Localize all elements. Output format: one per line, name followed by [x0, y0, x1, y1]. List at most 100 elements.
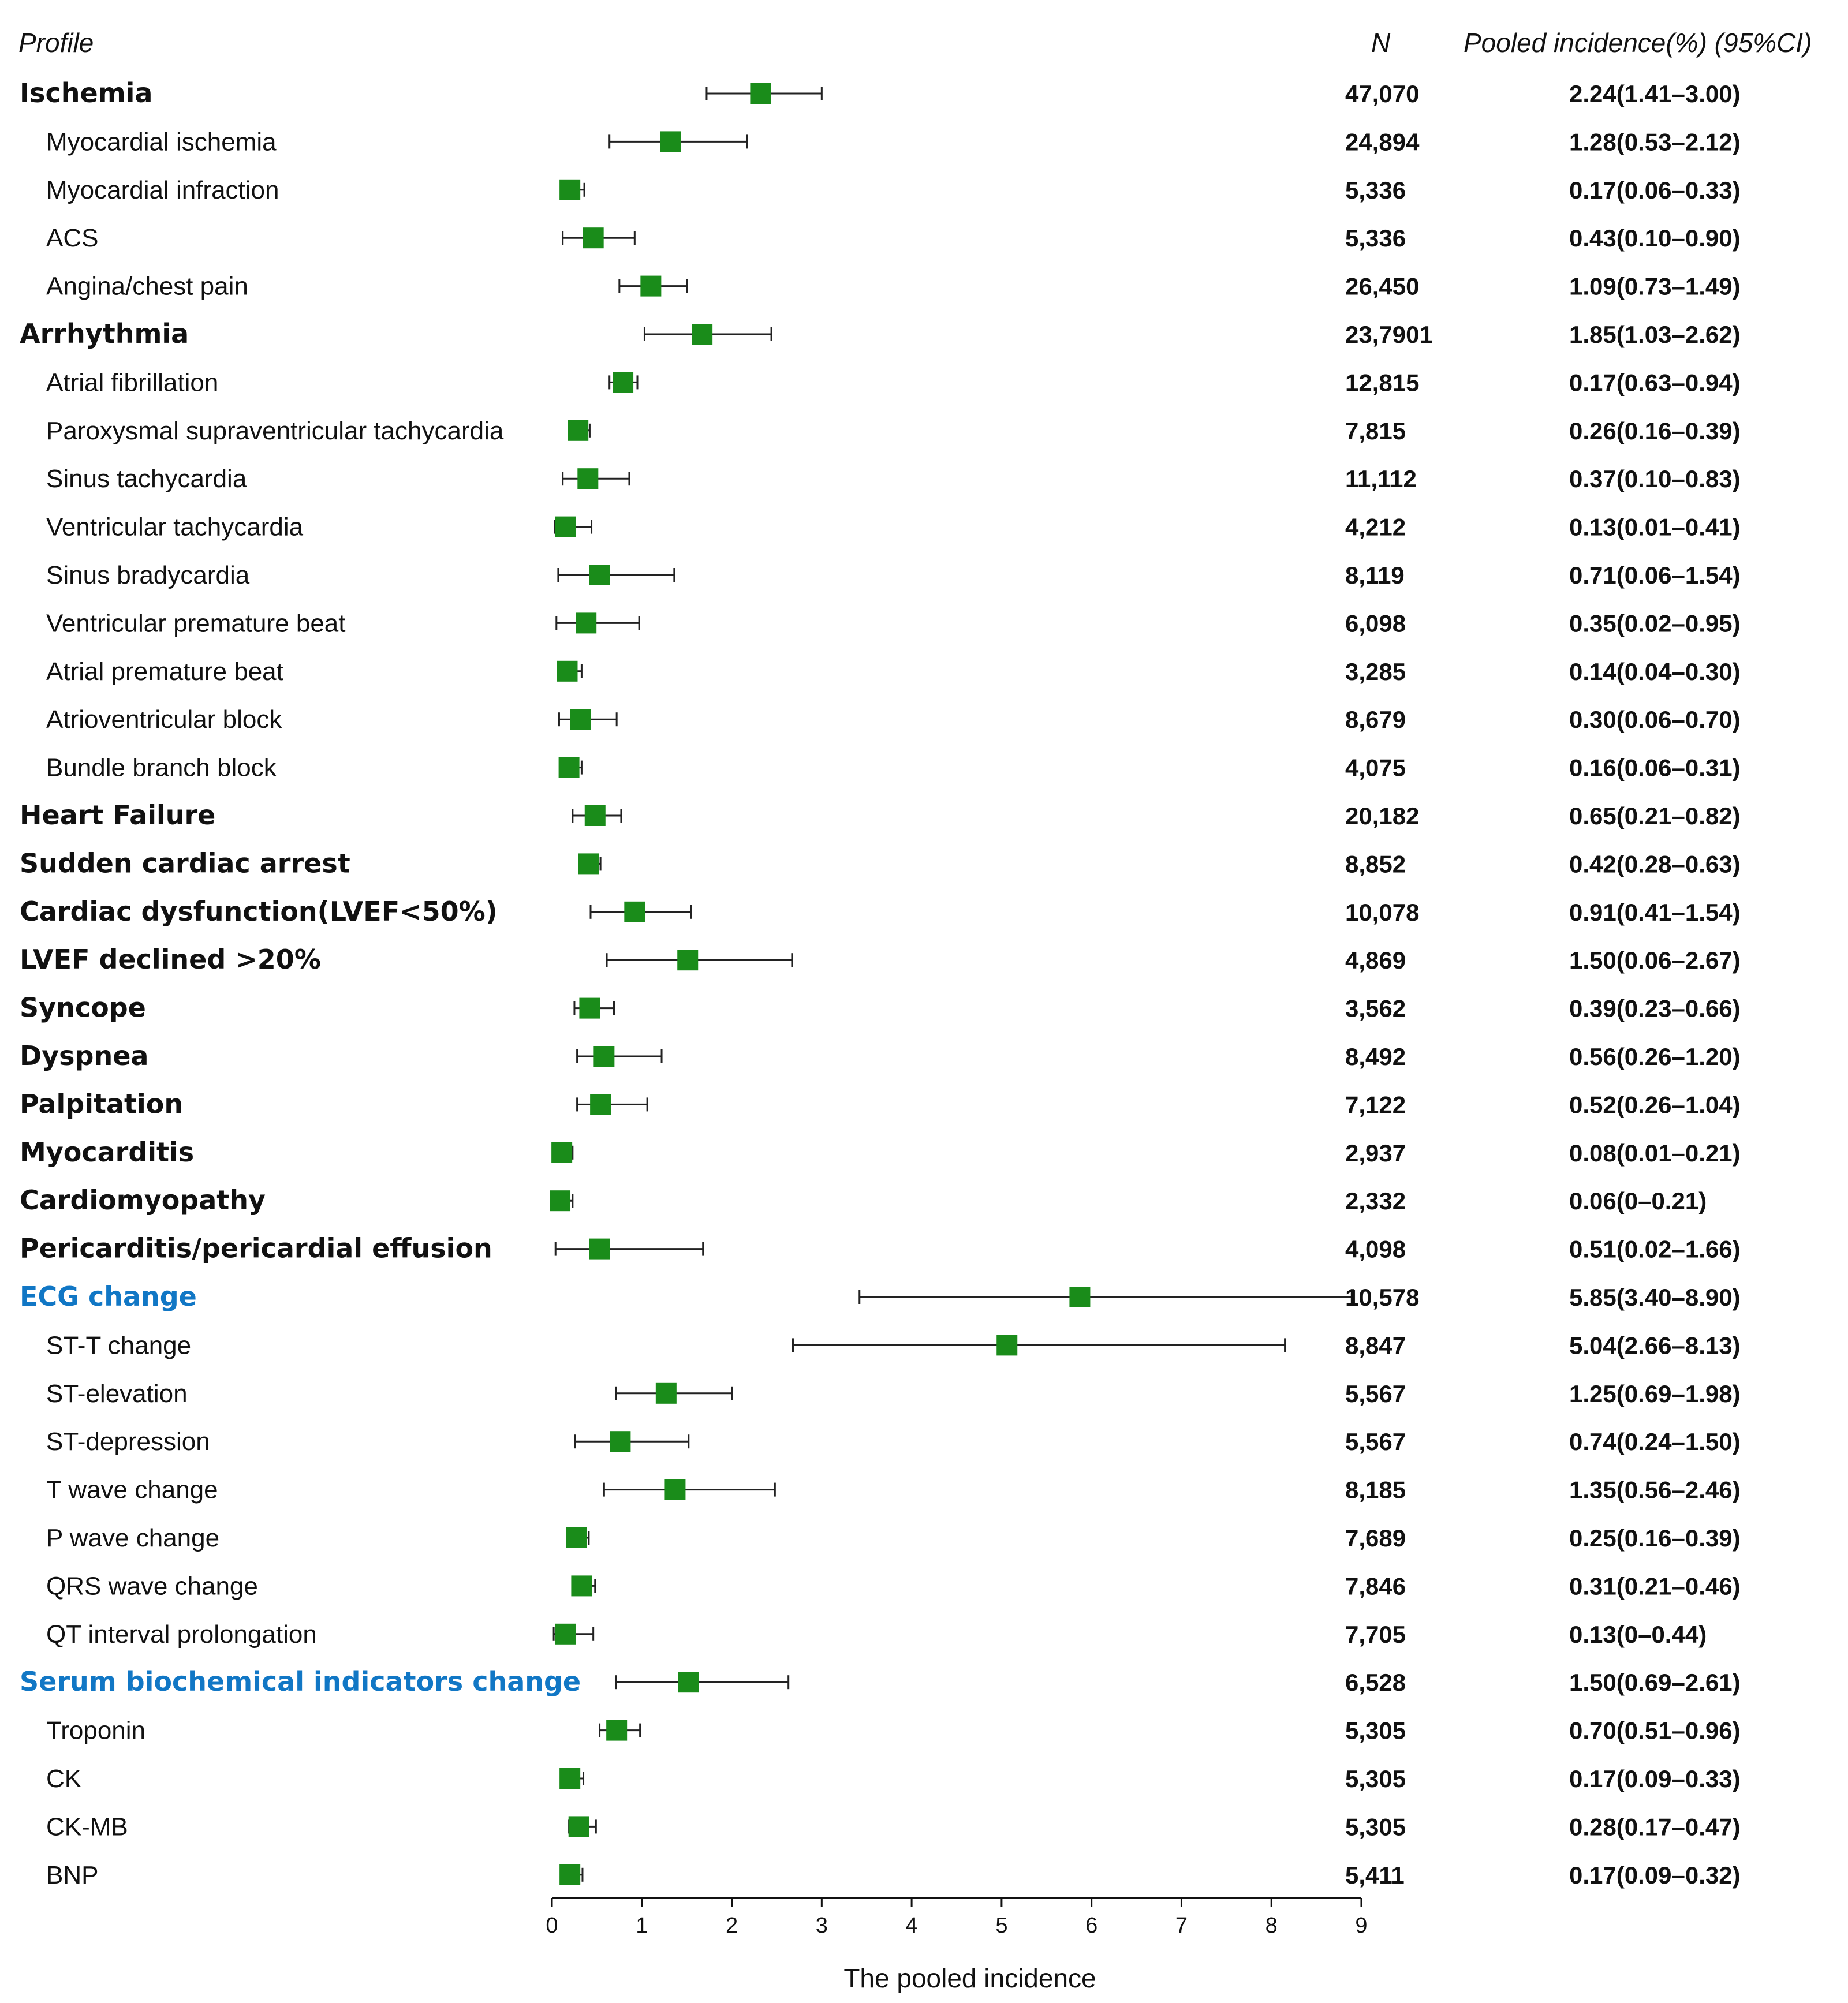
row-label: ACS — [46, 224, 98, 252]
row-incidence: 0.30(0.06–0.70) — [1569, 706, 1741, 733]
estimate-marker — [996, 1335, 1018, 1356]
forest-row: Ventricular premature beat 6,098 0.35(0.02… — [46, 609, 1741, 637]
row-incidence: 0.43(0.10–0.90) — [1569, 225, 1741, 252]
row-label: Dyspnea — [20, 1040, 148, 1071]
forest-row: Palpitation 7,122 0.52(0.26–1.04) — [20, 1088, 1741, 1119]
row-incidence: 0.17(0.09–0.32) — [1569, 1862, 1741, 1889]
forest-row: Arrhythmia 23,7901 1.85(1.03–2.62) — [20, 318, 1741, 349]
forest-row: ST-T change 8,847 5.04(2.66–8.13) — [46, 1331, 1741, 1359]
row-incidence: 0.71(0.06–1.54) — [1569, 562, 1741, 589]
forest-row: LVEF declined >20% 4,869 1.50(0.06–2.67) — [20, 944, 1741, 975]
row-incidence: 0.74(0.24–1.50) — [1569, 1428, 1741, 1455]
row-n: 5,305 — [1345, 1813, 1406, 1840]
row-incidence: 0.31(0.21–0.46) — [1569, 1572, 1741, 1600]
row-incidence: 0.26(0.16–0.39) — [1569, 417, 1741, 444]
estimate-marker — [677, 950, 699, 971]
row-label: Syncope — [20, 992, 146, 1023]
row-label: Ischemia — [20, 77, 152, 109]
forest-row: Ventricular tachycardia 4,212 0.13(0.01–0.… — [46, 513, 1741, 541]
row-n: 5,336 — [1345, 177, 1406, 204]
forest-row: T wave change 8,185 1.35(0.56–2.46) — [46, 1476, 1741, 1504]
row-n: 4,075 — [1345, 754, 1406, 782]
row-n: 5,567 — [1345, 1380, 1406, 1407]
row-n: 47,070 — [1345, 80, 1419, 107]
estimate-marker — [750, 83, 771, 104]
row-label: CK — [46, 1765, 81, 1793]
row-n: 26,450 — [1345, 273, 1419, 300]
row-n: 2,937 — [1345, 1139, 1406, 1167]
row-label: Sudden cardiac arrest — [20, 847, 350, 879]
forest-rows: Ischemia 47,070 2.24(1.41–3.00) Myocardial … — [20, 77, 1741, 1889]
row-label: Atrioventricular block — [46, 705, 282, 734]
row-label: BNP — [46, 1861, 98, 1889]
estimate-marker — [590, 1094, 611, 1115]
row-incidence: 5.04(2.66–8.13) — [1569, 1332, 1741, 1359]
estimate-marker — [566, 1527, 587, 1548]
row-label: Atrial premature beat — [46, 657, 283, 686]
estimate-marker — [551, 1142, 573, 1163]
estimate-marker — [589, 565, 610, 585]
row-n: 20,182 — [1345, 802, 1419, 829]
row-incidence: 0.70(0.51–0.96) — [1569, 1717, 1741, 1744]
row-label: QRS wave change — [46, 1572, 258, 1600]
x-tick-label: 5 — [995, 1914, 1007, 1938]
row-incidence: 1.25(0.69–1.98) — [1569, 1380, 1741, 1407]
estimate-marker — [550, 1190, 571, 1212]
row-n: 5,305 — [1345, 1765, 1406, 1792]
row-incidence: 1.85(1.03–2.62) — [1569, 321, 1741, 348]
forest-row: Cardiomyopathy 2,332 0.06(0–0.21) — [20, 1184, 1707, 1216]
forest-row: ECG change 10,578 5.85(3.40–8.90) — [20, 1281, 1741, 1312]
estimate-marker — [559, 179, 581, 200]
row-label: Atrial fibrillation — [46, 368, 218, 397]
estimate-marker — [559, 1768, 581, 1789]
row-n: 2,332 — [1345, 1187, 1406, 1214]
row-label: Cardiomyopathy — [20, 1184, 266, 1216]
header-incidence: Pooled incidence(%) (95%CI) — [1464, 28, 1812, 58]
row-label: Ventricular premature beat — [46, 609, 346, 637]
row-incidence: 0.17(0.63–0.94) — [1569, 369, 1741, 396]
row-label: Myocardial infraction — [46, 176, 279, 204]
row-label: Myocarditis — [20, 1137, 194, 1168]
forest-row: Angina/chest pain 26,450 1.09(0.73–1.49) — [46, 272, 1741, 301]
row-n: 7,815 — [1345, 417, 1406, 444]
row-incidence: 1.35(0.56–2.46) — [1569, 1477, 1741, 1504]
row-n: 4,212 — [1345, 514, 1406, 541]
row-incidence: 1.09(0.73–1.49) — [1569, 273, 1741, 300]
estimate-marker — [606, 1720, 628, 1741]
row-n: 4,098 — [1345, 1236, 1406, 1263]
x-tick-label: 2 — [726, 1914, 738, 1938]
forest-row: ST-elevation 5,567 1.25(0.69–1.98) — [46, 1380, 1741, 1408]
forest-row: QT interval prolongation 7,705 0.13(0–0.44… — [46, 1620, 1707, 1649]
row-n: 6,528 — [1345, 1669, 1406, 1696]
estimate-marker — [655, 1382, 677, 1404]
row-incidence: 0.52(0.26–1.04) — [1569, 1091, 1741, 1118]
row-n: 4,869 — [1345, 947, 1406, 974]
row-n: 7,705 — [1345, 1621, 1406, 1648]
forest-row: Paroxysmal supraventricular tachycardia 7… — [46, 417, 1741, 445]
forest-row: QRS wave change 7,846 0.31(0.21–0.46) — [46, 1572, 1741, 1600]
forest-row: Syncope 3,562 0.39(0.23–0.66) — [20, 992, 1741, 1023]
forest-row: Myocarditis 2,937 0.08(0.01–0.21) — [20, 1137, 1741, 1168]
row-incidence: 5.85(3.40–8.90) — [1569, 1284, 1741, 1311]
x-tick-label: 8 — [1265, 1914, 1278, 1938]
estimate-marker — [577, 468, 599, 489]
row-n: 7,846 — [1345, 1572, 1406, 1600]
row-incidence: 0.17(0.09–0.33) — [1569, 1765, 1741, 1792]
row-label: Pericarditis/pericardial effusion — [20, 1233, 492, 1264]
row-label: Angina/chest pain — [46, 272, 248, 301]
row-incidence: 0.28(0.17–0.47) — [1569, 1813, 1741, 1840]
row-label: Cardiac dysfunction(LVEF<50%) — [20, 896, 498, 927]
row-label: Myocardial ischemia — [46, 128, 277, 156]
row-n: 3,285 — [1345, 658, 1406, 685]
estimate-marker — [579, 997, 600, 1019]
row-incidence: 0.91(0.41–1.54) — [1569, 899, 1741, 926]
row-n: 24,894 — [1345, 128, 1420, 155]
row-incidence: 0.06(0–0.21) — [1569, 1187, 1707, 1214]
row-label: P wave change — [46, 1524, 219, 1552]
row-label: Sinus bradycardia — [46, 561, 250, 589]
row-incidence: 0.39(0.23–0.66) — [1569, 995, 1741, 1022]
row-label: CK-MB — [46, 1813, 128, 1841]
estimate-marker — [624, 901, 645, 922]
forest-row: Myocardial ischemia 24,894 1.28(0.53–2.12) — [46, 128, 1741, 156]
row-label: Serum biochemical indicators change — [20, 1666, 581, 1697]
